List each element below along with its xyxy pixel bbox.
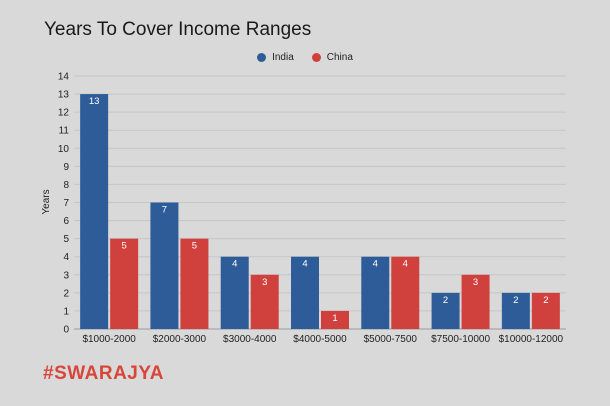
legend: India China bbox=[0, 52, 610, 63]
y-tick-label: 10 bbox=[58, 144, 70, 155]
y-tick-label: 8 bbox=[63, 180, 69, 191]
y-tick-label: 1 bbox=[63, 306, 69, 317]
bar-china bbox=[461, 274, 490, 329]
data-label: 7 bbox=[162, 205, 167, 216]
data-label: 5 bbox=[192, 241, 197, 252]
data-label: 4 bbox=[302, 259, 307, 270]
data-label: 2 bbox=[513, 295, 518, 306]
data-label: 4 bbox=[403, 259, 408, 270]
x-tick-label: $3000-4000 bbox=[223, 334, 277, 345]
legend-label-india: India bbox=[272, 52, 294, 63]
bar-china bbox=[110, 238, 139, 329]
brand-logo: #SWARAJYA bbox=[43, 363, 165, 384]
legend-item-india: India bbox=[257, 52, 294, 63]
bar-india bbox=[501, 292, 530, 329]
data-label: 2 bbox=[443, 295, 448, 306]
x-tick-label: $10000-12000 bbox=[499, 334, 564, 345]
data-label: 1 bbox=[332, 313, 337, 324]
y-tick-label: 5 bbox=[63, 234, 69, 245]
y-tick-label: 11 bbox=[59, 126, 70, 137]
x-tick-label: $2000-3000 bbox=[153, 334, 207, 345]
data-label: 13 bbox=[89, 96, 100, 107]
bar-china bbox=[321, 310, 349, 329]
legend-swatch-china bbox=[311, 53, 321, 62]
y-axis-label: Years bbox=[41, 189, 52, 214]
y-tick-label: 2 bbox=[63, 288, 69, 299]
bar-india bbox=[150, 202, 179, 329]
chart-title: Years To Cover Income Ranges bbox=[44, 19, 312, 40]
bar-china bbox=[391, 256, 420, 329]
y-tick-label: 9 bbox=[63, 162, 69, 173]
legend-swatch-india bbox=[257, 53, 267, 62]
data-label: 4 bbox=[232, 259, 237, 270]
x-tick-label: $7500-10000 bbox=[431, 334, 490, 345]
y-tick-label: 14 bbox=[58, 72, 70, 83]
legend-item-china: China bbox=[311, 52, 353, 63]
bar-china bbox=[250, 274, 279, 329]
y-tick-label: 6 bbox=[63, 216, 69, 227]
y-tick-label: 13 bbox=[58, 90, 70, 101]
data-label: 3 bbox=[262, 277, 267, 288]
x-tick-label: $4000-5000 bbox=[293, 334, 347, 345]
data-label: 3 bbox=[473, 277, 478, 288]
y-tick-label: 0 bbox=[63, 325, 69, 336]
bar-india bbox=[291, 256, 319, 329]
legend-label-china: China bbox=[326, 52, 353, 63]
x-tick-label: $5000-7500 bbox=[364, 334, 418, 345]
x-tick-label: $1000-2000 bbox=[82, 334, 136, 345]
bar-china bbox=[180, 238, 209, 329]
y-tick-label: 12 bbox=[58, 108, 70, 119]
bar-india bbox=[431, 292, 460, 329]
bar-india bbox=[80, 94, 109, 329]
bar-china bbox=[531, 292, 560, 329]
data-label: 2 bbox=[543, 295, 548, 306]
y-tick-label: 7 bbox=[63, 198, 69, 209]
data-label: 5 bbox=[121, 241, 126, 252]
bar-india bbox=[361, 256, 390, 329]
y-tick-label: 3 bbox=[63, 270, 69, 281]
bar-india bbox=[220, 256, 249, 329]
data-label: 4 bbox=[373, 259, 378, 270]
y-tick-label: 4 bbox=[63, 252, 69, 263]
